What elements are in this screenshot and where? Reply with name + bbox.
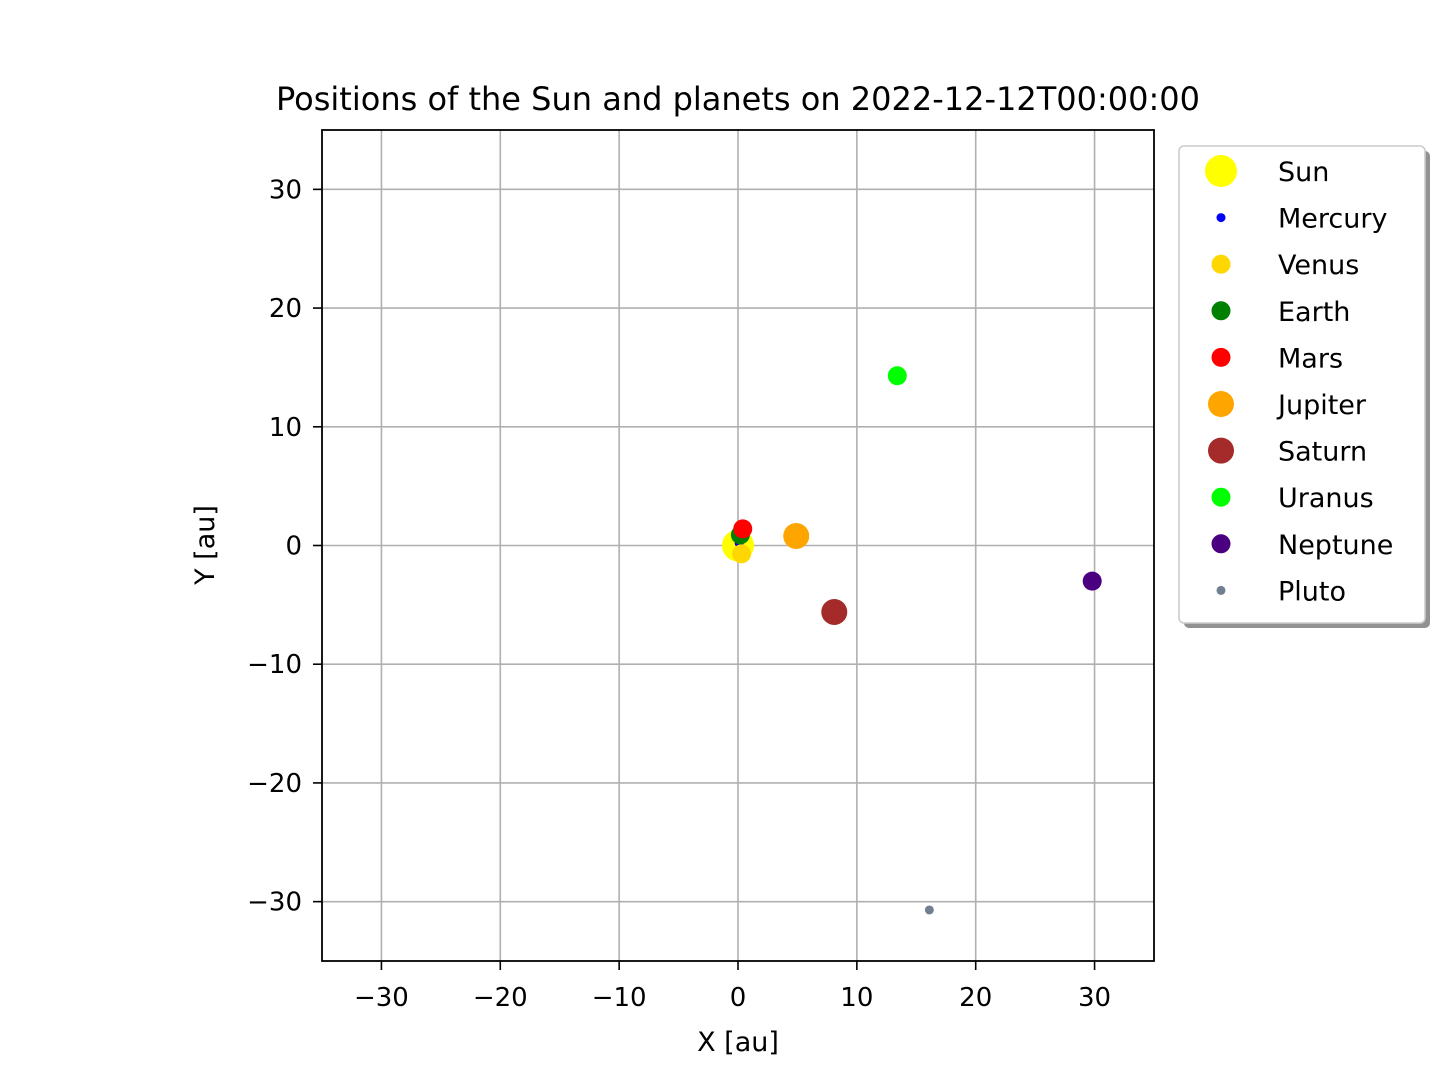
point-jupiter	[783, 523, 810, 550]
x-axis-label: X [au]	[697, 1027, 779, 1058]
y-tick-label: 0	[285, 532, 302, 562]
point-neptune	[1082, 571, 1102, 591]
legend-marker-saturn	[1208, 437, 1234, 464]
plot-frame	[321, 129, 1155, 962]
legend-marker-jupiter	[1208, 391, 1234, 417]
legend: Sun Mercury Venus Earth Mars Jupiter Saturn Ura…	[1178, 145, 1430, 628]
x-tick-label: −10	[592, 983, 647, 1013]
legend-label-neptune: Neptune	[1278, 530, 1393, 561]
y-axis-label: Y [au]	[190, 505, 221, 586]
legend-label-venus: Venus	[1278, 250, 1359, 281]
point-venus	[732, 544, 752, 564]
point-pluto	[924, 905, 934, 915]
legend-marker-mars	[1211, 347, 1231, 367]
legend-label-earth: Earth	[1278, 297, 1350, 328]
legend-items: Sun Mercury Venus Earth Mars Jupiter Saturn Ura…	[1205, 155, 1393, 607]
x-tick-label: 10	[840, 983, 873, 1013]
legend-marker-earth	[1211, 301, 1231, 321]
x-tick-label: −30	[354, 983, 409, 1013]
legend-label-mars: Mars	[1278, 343, 1343, 374]
legend-label-sun: Sun	[1278, 157, 1329, 188]
legend-box	[1178, 145, 1426, 624]
legend-marker-pluto	[1216, 585, 1226, 595]
point-mars	[733, 519, 753, 539]
point-saturn	[821, 598, 848, 625]
legend-marker-neptune	[1211, 534, 1231, 554]
legend-label-pluto: Pluto	[1278, 576, 1346, 607]
data-points	[722, 366, 1102, 915]
legend-marker-mercury	[1216, 213, 1226, 223]
y-tick-label: −30	[247, 888, 302, 918]
legend-label-jupiter: Jupiter	[1276, 390, 1367, 421]
x-tick-label: −20	[473, 983, 528, 1013]
x-tick-label: 20	[959, 983, 992, 1013]
y-tick-label: 30	[269, 175, 302, 205]
legend-label-saturn: Saturn	[1278, 437, 1367, 468]
y-tick-label: 10	[269, 413, 302, 443]
legend-label-uranus: Uranus	[1278, 483, 1374, 514]
x-tick-label: 30	[1078, 983, 1111, 1013]
y-tick-label: 20	[269, 294, 302, 324]
chart-title: Positions of the Sun and planets on 2022…	[276, 80, 1200, 118]
legend-label-mercury: Mercury	[1278, 204, 1387, 235]
y-tick-label: −20	[247, 769, 302, 799]
legend-marker-sun	[1205, 155, 1237, 187]
point-uranus	[887, 366, 907, 386]
x-tick-label: 0	[730, 983, 747, 1013]
legend-marker-uranus	[1211, 487, 1231, 507]
legend-marker-venus	[1211, 254, 1231, 274]
y-tick-label: −10	[247, 650, 302, 680]
tick-layer: −30 −20 −10 0 10 20 30 −30 −20 −10 0 10 20 30	[247, 175, 1111, 1013]
